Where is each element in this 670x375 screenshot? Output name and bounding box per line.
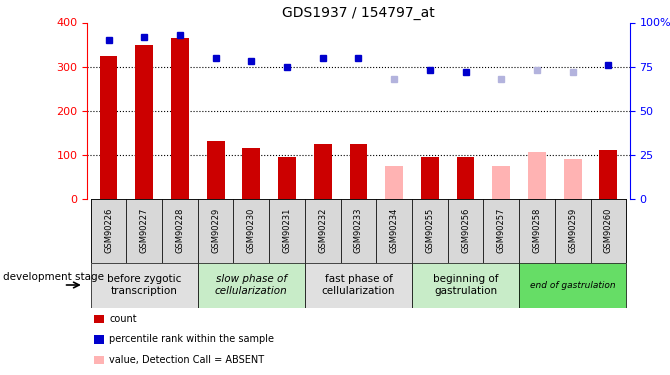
Text: GSM90258: GSM90258: [533, 208, 541, 254]
Bar: [207, 141, 224, 199]
Bar: [590, 199, 626, 262]
Bar: [127, 199, 162, 262]
Bar: [377, 199, 412, 262]
Bar: [421, 157, 439, 199]
Bar: [340, 199, 377, 262]
Text: development stage: development stage: [3, 273, 105, 282]
Bar: [412, 262, 519, 308]
Bar: [519, 262, 626, 308]
Text: before zygotic
transcription: before zygotic transcription: [107, 274, 182, 296]
Text: GSM90234: GSM90234: [390, 208, 399, 254]
Bar: [350, 144, 367, 199]
Bar: [269, 199, 305, 262]
Bar: [492, 166, 510, 199]
Bar: [314, 144, 332, 199]
Bar: [135, 45, 153, 199]
Text: value, Detection Call = ABSENT: value, Detection Call = ABSENT: [109, 355, 265, 365]
Text: fast phase of
cellularization: fast phase of cellularization: [322, 274, 395, 296]
Text: beginning of
gastrulation: beginning of gastrulation: [433, 274, 498, 296]
Text: GSM90228: GSM90228: [176, 208, 184, 254]
Text: GSM90233: GSM90233: [354, 208, 363, 254]
Bar: [528, 153, 546, 199]
Text: slow phase of
cellularization: slow phase of cellularization: [215, 274, 287, 296]
Bar: [305, 262, 412, 308]
Bar: [90, 262, 198, 308]
Text: GSM90260: GSM90260: [604, 208, 613, 254]
Bar: [305, 199, 340, 262]
Text: GSM90226: GSM90226: [104, 208, 113, 254]
Text: GSM90230: GSM90230: [247, 208, 256, 254]
Text: percentile rank within the sample: percentile rank within the sample: [109, 334, 274, 344]
Bar: [90, 199, 127, 262]
Bar: [448, 199, 484, 262]
Bar: [385, 166, 403, 199]
Bar: [555, 199, 590, 262]
Bar: [198, 262, 305, 308]
Bar: [457, 157, 474, 199]
Text: GSM90256: GSM90256: [461, 208, 470, 254]
Bar: [162, 199, 198, 262]
Bar: [233, 199, 269, 262]
Text: GSM90229: GSM90229: [211, 208, 220, 253]
Text: GSM90257: GSM90257: [496, 208, 506, 254]
Bar: [600, 150, 617, 199]
Bar: [171, 38, 189, 199]
Bar: [484, 199, 519, 262]
Text: GSM90227: GSM90227: [140, 208, 149, 254]
Bar: [198, 199, 233, 262]
Text: GSM90231: GSM90231: [283, 208, 291, 254]
Text: count: count: [109, 314, 137, 324]
Bar: [563, 159, 582, 199]
Text: end of gastrulation: end of gastrulation: [530, 280, 616, 290]
Bar: [519, 199, 555, 262]
Text: GSM90259: GSM90259: [568, 208, 577, 253]
Text: GSM90255: GSM90255: [425, 208, 434, 253]
Bar: [100, 56, 117, 199]
Title: GDS1937 / 154797_at: GDS1937 / 154797_at: [282, 6, 435, 20]
Bar: [243, 148, 260, 199]
Bar: [278, 157, 296, 199]
Text: GSM90232: GSM90232: [318, 208, 327, 254]
Bar: [412, 199, 448, 262]
